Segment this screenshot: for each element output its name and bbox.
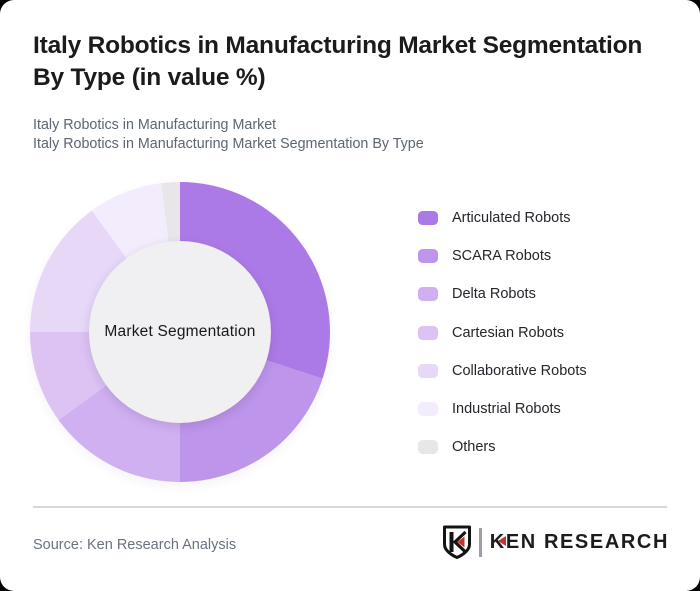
legend-swatch	[418, 401, 438, 416]
legend-swatch	[418, 249, 438, 264]
legend-label: Collaborative Robots	[452, 362, 587, 379]
legend-label: Cartesian Robots	[452, 324, 565, 341]
legend-item: Collaborative Robots	[418, 362, 587, 379]
donut-chart: Market Segmentation	[30, 182, 330, 482]
legend-label: SCARA Robots	[452, 248, 552, 265]
logo-wordmark: KEN RESEARCH	[490, 531, 669, 554]
legend-item: Others	[418, 439, 587, 456]
ken-research-shield-icon	[443, 525, 472, 559]
legend-swatch	[418, 363, 438, 378]
legend-swatch	[418, 211, 438, 225]
legend-label: Articulated Robots	[452, 210, 571, 226]
legend-label: Delta Robots	[452, 286, 536, 303]
legend-swatch	[418, 440, 438, 455]
legend-item: Delta Robots	[418, 286, 587, 303]
legend-item: Cartesian Robots	[418, 324, 587, 341]
subtitle: Italy Robotics in Manufacturing Market I…	[33, 116, 683, 154]
source-note: Source: Ken Research Analysis	[33, 537, 237, 553]
subtitle-line1: Italy Robotics in Manufacturing Market	[33, 117, 277, 133]
legend-label: Others	[452, 439, 496, 456]
logo-wordmark-rest: EN RESEARCH	[505, 531, 669, 553]
donut-hole: Market Segmentation	[89, 241, 271, 423]
legend-item: Industrial Robots	[418, 400, 587, 417]
page-title: Italy Robotics in Manufacturing Market S…	[33, 30, 683, 94]
donut-center-label: Market Segmentation	[104, 323, 256, 340]
legend-swatch	[418, 325, 438, 340]
legend-item: Articulated Robots	[418, 210, 587, 226]
page-title-line2: By Type (in value %)	[33, 64, 266, 91]
ken-research-logo: KEN RESEARCH	[442, 524, 669, 561]
logo-separator	[479, 528, 482, 557]
footer-divider	[33, 506, 667, 508]
logo-k-with-red-triangle: K	[489, 531, 506, 553]
legend-label: Industrial Robots	[452, 400, 561, 417]
legend-swatch	[418, 287, 438, 302]
legend-item: SCARA Robots	[418, 248, 587, 265]
subtitle-line2: Italy Robotics in Manufacturing Market S…	[33, 136, 424, 152]
legend: Articulated Robots SCARA Robots Delta Robo…	[418, 210, 587, 478]
page-title-line1: Italy Robotics in Manufacturing Market S…	[33, 32, 643, 59]
